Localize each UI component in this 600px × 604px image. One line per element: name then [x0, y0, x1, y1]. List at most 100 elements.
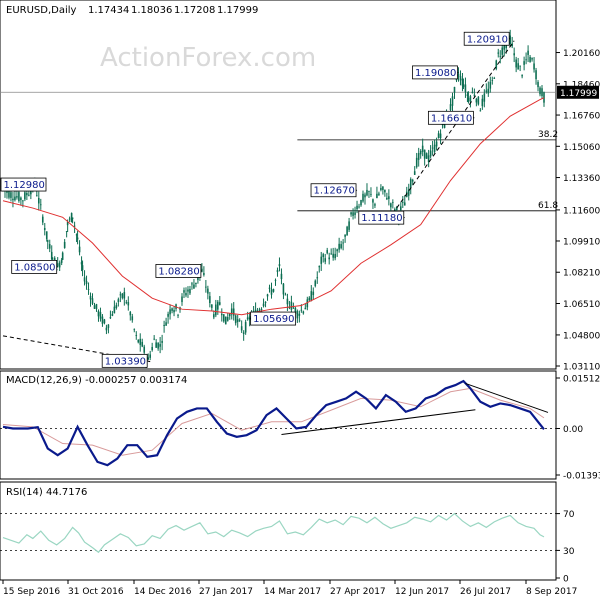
candle-body: [264, 301, 267, 303]
candle-body: [83, 277, 86, 282]
annotation-label: 1.08280: [158, 266, 199, 277]
candle-body: [53, 257, 56, 261]
candle-body: [50, 251, 53, 260]
symbol-label: EURUSD,Daily: [6, 5, 77, 16]
candle-body: [485, 90, 488, 92]
candle-body: [509, 35, 511, 45]
candle-body: [505, 43, 508, 49]
candle-body: [272, 289, 275, 292]
candle-body: [10, 192, 12, 198]
candle-body: [222, 314, 225, 322]
x-axis-label: 31 Oct 2016: [68, 587, 124, 597]
price-trendline: [2, 335, 151, 363]
x-axis-label: 12 Jun 2017: [395, 587, 449, 597]
x-axis-label: 26 Jul 2017: [460, 587, 511, 597]
candle-body: [119, 294, 122, 296]
candle-body: [193, 284, 195, 289]
annotation-label: 1.20910: [467, 34, 508, 45]
candle-body: [276, 270, 279, 272]
candle-body: [213, 314, 215, 318]
candle-body: [101, 316, 104, 324]
candle-body: [527, 50, 529, 55]
candle-body: [159, 344, 161, 347]
candle-body: [226, 317, 229, 321]
candle-body: [89, 295, 92, 300]
candle-body: [461, 78, 464, 86]
candle-body: [68, 218, 71, 220]
candle-body: [320, 256, 323, 264]
candle-body: [469, 96, 472, 102]
candle-body: [6, 190, 8, 193]
candle-body: [497, 52, 500, 54]
candle-body: [80, 262, 83, 265]
candle-body: [28, 194, 30, 196]
candle-body: [109, 317, 112, 319]
candle-body: [453, 86, 456, 93]
close-value: 1.17999: [217, 5, 258, 16]
candle-body: [36, 195, 38, 197]
annotation-box: [412, 65, 458, 80]
candle-body: [189, 289, 191, 294]
candle-body: [300, 309, 303, 311]
candle-body: [407, 189, 410, 196]
candle-body: [169, 309, 171, 315]
candle-body: [99, 312, 102, 319]
candle-body: [533, 63, 535, 70]
candle-body: [296, 311, 299, 319]
candle-body: [30, 190, 32, 195]
candle-body: [183, 290, 185, 293]
price-axis-label: 1.18460: [563, 80, 600, 90]
price-axis-label: 1.20160: [563, 49, 600, 59]
candle-body: [71, 217, 74, 219]
candle-body: [173, 310, 175, 313]
candle-body: [346, 226, 348, 236]
candle-body: [270, 289, 273, 295]
candle-body: [328, 257, 330, 260]
candle-body: [466, 94, 469, 96]
candle-body: [8, 191, 10, 198]
candle-body: [306, 299, 309, 308]
macd-axis-label: 0.00: [563, 425, 583, 435]
candle-body: [195, 282, 197, 284]
candle-body: [499, 55, 502, 57]
candle-body: [388, 196, 390, 199]
candle-body: [161, 341, 163, 343]
candle-body: [61, 252, 64, 260]
candle-body: [39, 204, 42, 206]
candle-body: [401, 201, 404, 203]
x-axis-label: 14 Dec 2016: [134, 587, 192, 597]
candle-body: [314, 280, 317, 287]
moving-average-line: [2, 97, 545, 316]
candle-body: [125, 302, 128, 304]
candle-body: [147, 357, 149, 360]
candle-body: [332, 253, 334, 258]
price-header: EURUSD,Daily 1.17434 1.18036 1.17208 1.1…: [6, 5, 258, 16]
candle-body: [338, 243, 340, 250]
annotation-label: 1.19080: [415, 68, 456, 79]
candle-body: [131, 316, 134, 321]
candle-body: [487, 88, 490, 94]
candle-body: [224, 316, 227, 325]
candle-body: [330, 253, 332, 255]
annotation-box: [310, 183, 357, 198]
candle-body: [390, 203, 392, 208]
rsi-panel: [0, 481, 557, 581]
candle-body: [308, 297, 311, 301]
annotation-label: 1.12670: [314, 186, 355, 197]
candle-body: [228, 313, 231, 317]
candle-body: [103, 319, 106, 324]
candle-body: [278, 264, 281, 267]
candle-body: [48, 244, 51, 249]
candle-body: [217, 301, 219, 310]
candle-body: [344, 234, 346, 237]
candle-body: [66, 221, 69, 226]
candle-body: [191, 283, 193, 285]
x-axis-label: 27 Apr 2017: [330, 587, 386, 597]
candle-body: [364, 194, 366, 198]
candle-body: [354, 212, 356, 215]
price-axis-label: 1.03110: [563, 363, 600, 373]
candle-body: [63, 242, 66, 248]
high-value: 1.18036: [131, 5, 172, 16]
candle-body: [43, 228, 46, 230]
